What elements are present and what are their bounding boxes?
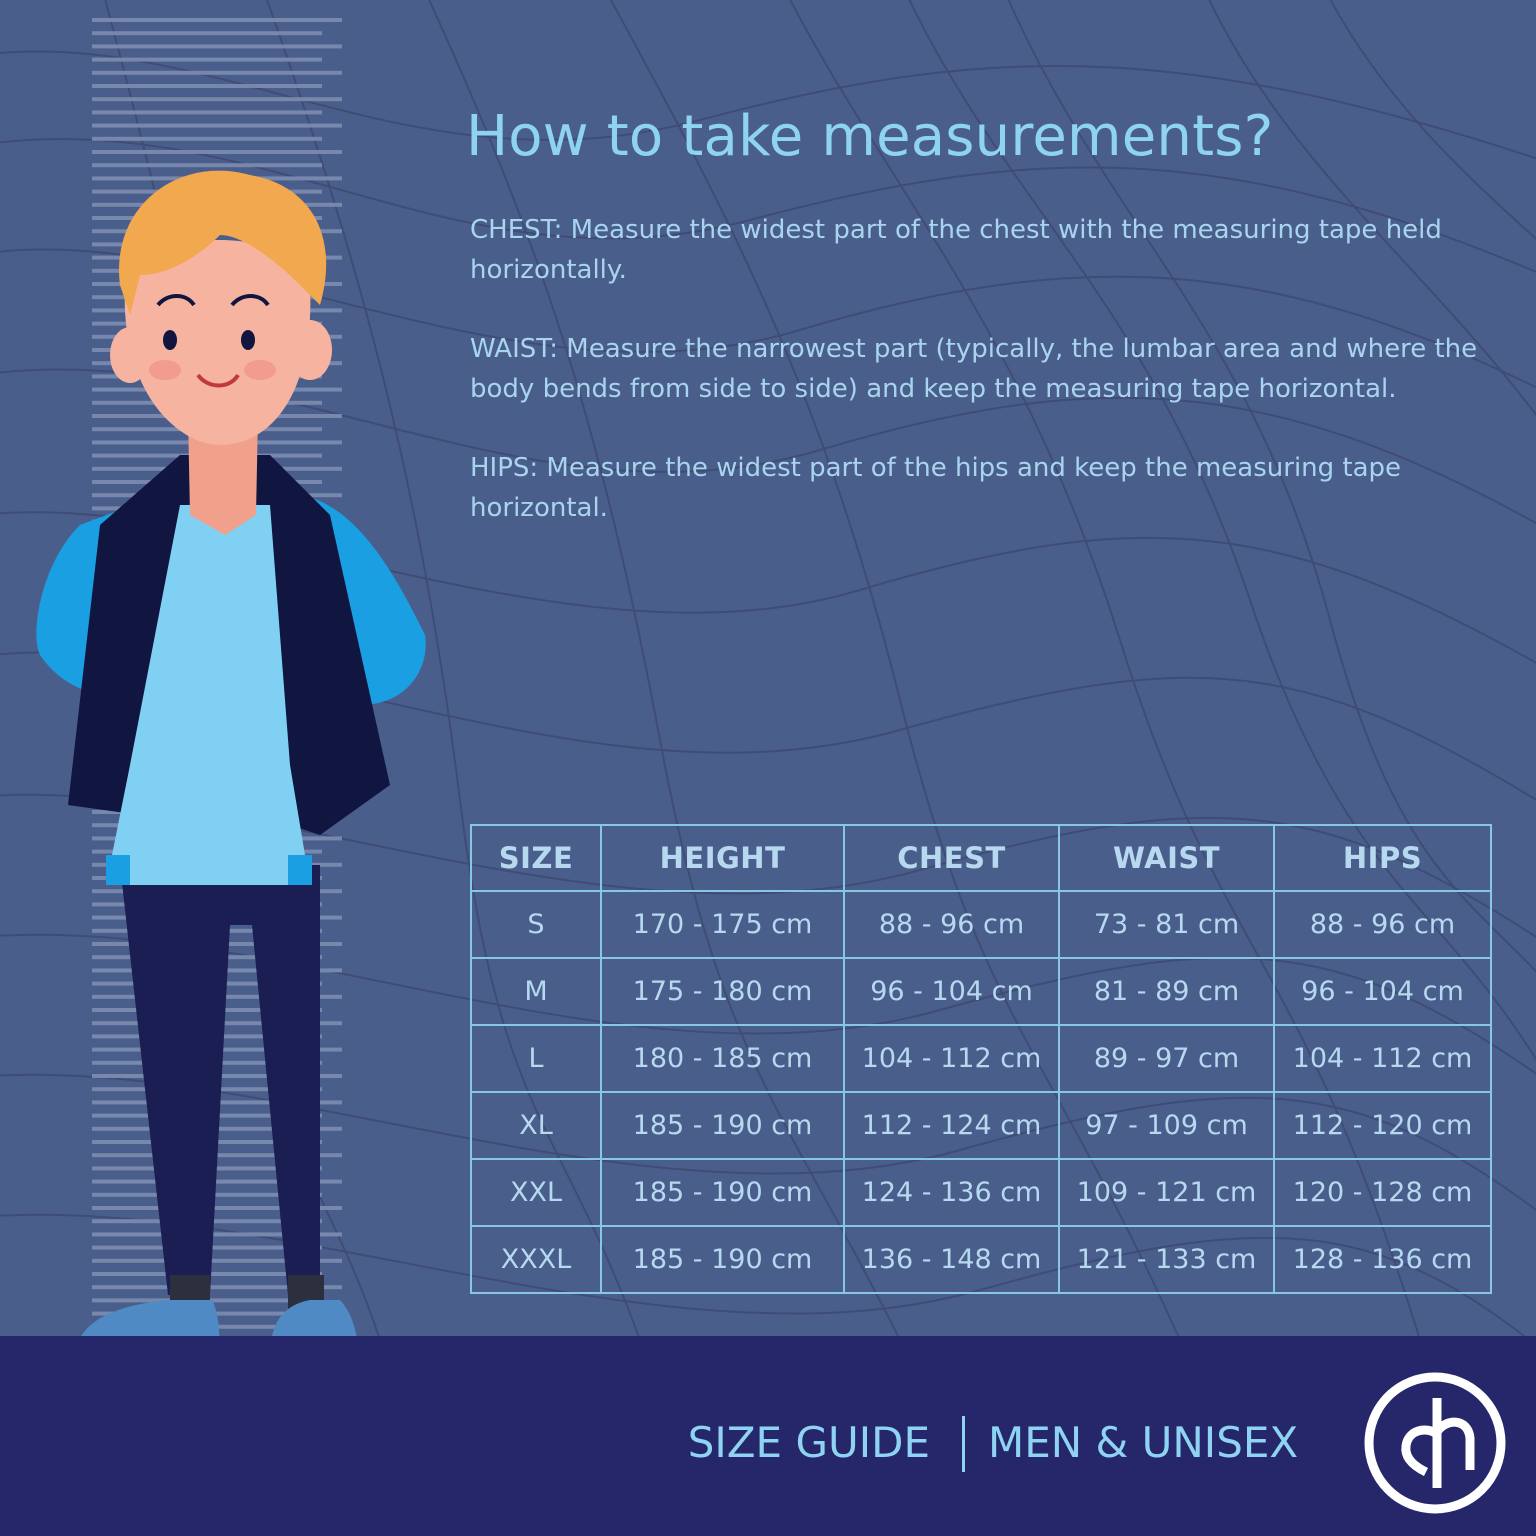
size-cell: M xyxy=(470,957,602,1026)
footer-divider xyxy=(962,1416,965,1472)
boy-illustration xyxy=(36,170,426,1377)
height-cell: 175 - 180 cm xyxy=(600,957,845,1026)
hips-cell: 104 - 112 cm xyxy=(1273,1024,1492,1093)
ruler-tick xyxy=(92,57,322,62)
header-hips: HIPS xyxy=(1273,824,1492,892)
ruler-tick xyxy=(92,84,322,88)
hair xyxy=(119,170,327,315)
ruler-tick xyxy=(92,44,342,49)
chest-cell: 136 - 148 cm xyxy=(843,1225,1060,1294)
left-eye xyxy=(163,330,177,350)
footer-bar xyxy=(0,1336,1536,1536)
size-table: SIZE HEIGHT CHEST WAIST HIPS S 170 - 175… xyxy=(470,824,1492,1294)
shirt xyxy=(106,505,310,885)
waist-cell: 97 - 109 cm xyxy=(1058,1091,1275,1160)
chest-cell: 112 - 124 cm xyxy=(843,1091,1060,1160)
size-cell: XL xyxy=(470,1091,602,1160)
brand-logo-icon xyxy=(1364,1372,1506,1514)
table-row: XL 185 - 190 cm 112 - 124 cm 97 - 109 cm… xyxy=(470,1091,1492,1160)
header-height: HEIGHT xyxy=(600,824,845,892)
header-waist: WAIST xyxy=(1058,824,1275,892)
waist-cell: 109 - 121 cm xyxy=(1058,1158,1275,1227)
chest-cell: 104 - 112 cm xyxy=(843,1024,1060,1093)
waist-cell: 89 - 97 cm xyxy=(1058,1024,1275,1093)
ruler-tick xyxy=(92,97,342,102)
table-row: XXL 185 - 190 cm 124 - 136 cm 109 - 121 … xyxy=(470,1158,1492,1227)
height-cell: 180 - 185 cm xyxy=(600,1024,845,1093)
face xyxy=(124,240,311,445)
ruler-tick xyxy=(92,31,322,36)
ruler-tick xyxy=(92,18,342,22)
hips-cell: 112 - 120 cm xyxy=(1273,1091,1492,1160)
hips-cell: 128 - 136 cm xyxy=(1273,1225,1492,1294)
table-row: XXXL 185 - 190 cm 136 - 148 cm 121 - 133… xyxy=(470,1225,1492,1294)
hips-cell: 88 - 96 cm xyxy=(1273,890,1492,959)
table-header-row: SIZE HEIGHT CHEST WAIST HIPS xyxy=(470,824,1492,892)
ruler-tick xyxy=(92,70,342,75)
footer-size-guide: SIZE GUIDE xyxy=(687,1418,930,1467)
hips-cell: 96 - 104 cm xyxy=(1273,957,1492,1026)
ruler-tick xyxy=(92,136,322,141)
ruler-tick xyxy=(92,1285,342,1290)
chest-cell: 88 - 96 cm xyxy=(843,890,1060,959)
ruler-tick xyxy=(92,1232,342,1237)
ruler-tick xyxy=(92,163,322,168)
waist-cell: 121 - 133 cm xyxy=(1058,1225,1275,1294)
ruler-tick xyxy=(92,110,322,115)
height-cell: 185 - 190 cm xyxy=(600,1225,845,1294)
waist-instruction: WAIST: Measure the narrowest part (typic… xyxy=(470,334,1478,404)
header-chest: CHEST xyxy=(843,824,1060,892)
ruler-tick xyxy=(92,150,342,154)
hips-cell: 120 - 128 cm xyxy=(1273,1158,1492,1227)
ruler-tick xyxy=(92,1258,342,1263)
ruler-tick xyxy=(92,1179,342,1184)
chest-cell: 124 - 136 cm xyxy=(843,1158,1060,1227)
table-row: L 180 - 185 cm 104 - 112 cm 89 - 97 cm 1… xyxy=(470,1024,1492,1093)
waist-cell: 81 - 89 cm xyxy=(1058,957,1275,1026)
size-cell: XXXL xyxy=(470,1225,602,1294)
table-row: M 175 - 180 cm 96 - 104 cm 81 - 89 cm 96… xyxy=(470,957,1492,1026)
size-cell: L xyxy=(470,1024,602,1093)
chest-cell: 96 - 104 cm xyxy=(843,957,1060,1026)
height-cell: 185 - 190 cm xyxy=(600,1091,845,1160)
waist-cell: 73 - 81 cm xyxy=(1058,890,1275,959)
table-row: S 170 - 175 cm 88 - 96 cm 73 - 81 cm 88 … xyxy=(470,890,1492,959)
size-cell: S xyxy=(470,890,602,959)
right-eye xyxy=(241,330,255,350)
height-cell: 170 - 175 cm xyxy=(600,890,845,959)
trousers xyxy=(120,865,320,1295)
ruler-tick xyxy=(92,123,342,128)
header-size: SIZE xyxy=(470,824,602,892)
page-title: How to take measurements? xyxy=(466,104,1274,169)
hips-instruction: HIPS: Measure the widest part of the hip… xyxy=(470,453,1402,523)
ruler-tick xyxy=(92,1311,342,1316)
footer-category: MEN & UNISEX xyxy=(988,1418,1299,1467)
ruler-tick xyxy=(92,1206,342,1210)
height-cell: 185 - 190 cm xyxy=(600,1158,845,1227)
neck xyxy=(188,415,258,535)
chest-instruction: CHEST: Measure the widest part of the ch… xyxy=(470,215,1442,285)
size-cell: XXL xyxy=(470,1158,602,1227)
